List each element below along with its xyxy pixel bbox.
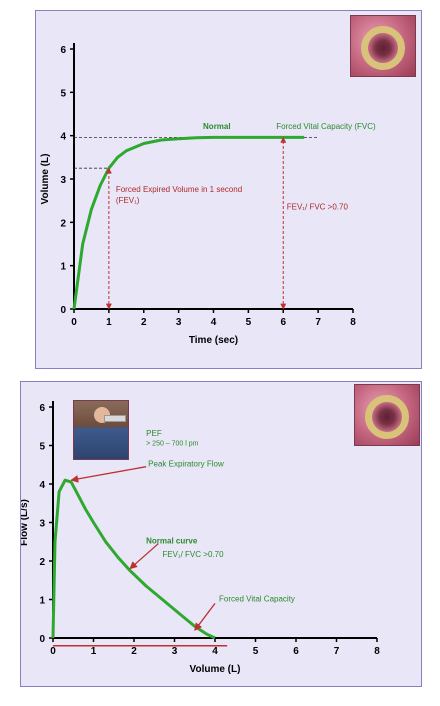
y-tick-label: 0	[60, 305, 66, 316]
y-tick-label: 4	[39, 480, 45, 491]
annotation-label: > 250 – 700 l pm	[146, 441, 199, 448]
y-tick-label: 3	[39, 519, 45, 530]
airway-ring	[361, 26, 405, 70]
x-tick-label: 7	[334, 646, 340, 657]
x-tick-label: 4	[212, 646, 218, 657]
y-tick-label: 3	[60, 175, 66, 186]
annotation-label: Normal	[203, 122, 231, 131]
annotation-label: PEF	[146, 429, 162, 438]
flow-volume-panel: 0 1 2 3 4 5 6 7 8 0 1 2 3 4 5 6 Volume (L) Flow (L/s) Peak…	[20, 381, 422, 687]
annotation-label: FEV₁/ FVC >0.70	[162, 550, 224, 559]
y-tick-label: 2	[39, 557, 45, 568]
x-tick-label: 5	[253, 646, 259, 657]
flow-volume-chart: 0 1 2 3 4 5 6 7 8 0 1 2 3 4 5 6 Volume (L) Flow (L/s) Peak…	[21, 401, 380, 675]
x-axis-title: Time (sec)	[189, 335, 238, 346]
y-tick-label: 2	[60, 218, 66, 229]
annotation-label: Forced Vital Capacity (FVC)	[276, 122, 376, 131]
x-tick-label: 0	[71, 317, 77, 328]
airway-ring	[365, 395, 409, 439]
x-tick-label: 5	[246, 317, 252, 328]
annotation-label: Normal curve	[146, 537, 198, 546]
x-axis-title: Volume (L)	[190, 664, 241, 675]
x-tick-label: 2	[141, 317, 147, 328]
annotation-arrow	[129, 543, 159, 570]
y-tick-label: 6	[39, 403, 45, 414]
x-tick-label: 6	[280, 317, 286, 328]
x-tick-label: 6	[293, 646, 299, 657]
annotation-label: (FEV₁)	[116, 196, 140, 205]
x-tick-label: 3	[172, 646, 178, 657]
x-tick-label: 0	[50, 646, 56, 657]
series-line	[72, 135, 305, 310]
y-tick-label: 0	[39, 634, 45, 645]
child-peak-flow-photo	[73, 400, 129, 460]
series-line	[51, 478, 216, 640]
x-tick-label: 1	[91, 646, 97, 657]
y-tick-label: 5	[60, 88, 66, 99]
y-tick-label: 6	[60, 45, 66, 56]
annotation-arrow	[194, 602, 216, 631]
volume-time-panel: 0 1 2 3 4 5 6 7 8 0 1 2 3 4 5 6 Time (sec) Volume (L) Norm…	[35, 10, 422, 369]
x-tick-label: 7	[315, 317, 321, 328]
annotation-label: FEV₁/ FVC >0.70	[287, 202, 349, 211]
peak-flow-meter	[104, 415, 126, 422]
x-tick-label: 2	[131, 646, 137, 657]
x-tick-label: 4	[211, 317, 217, 328]
y-tick-label: 4	[60, 132, 66, 143]
annotation-arrow	[70, 466, 147, 483]
annotation-label: Forced Expired Volume in 1 second	[116, 185, 242, 194]
airway-cross-section-image	[354, 384, 420, 446]
x-tick-label: 8	[374, 646, 380, 657]
y-tick-label: 5	[39, 442, 45, 453]
annotation-label: Forced Vital Capacity	[219, 594, 295, 603]
y-tick-label: 1	[39, 596, 45, 607]
y-axis-title: Volume (L)	[40, 154, 51, 205]
y-tick-label: 1	[60, 262, 66, 273]
x-tick-label: 8	[350, 317, 356, 328]
volume-time-chart: 0 1 2 3 4 5 6 7 8 0 1 2 3 4 5 6 Time (sec) Volume (L) Norm…	[40, 43, 376, 346]
annotation-label: Peak Expiratory Flow	[148, 460, 224, 469]
x-tick-label: 1	[106, 317, 112, 328]
x-tick-label: 3	[176, 317, 182, 328]
y-axis-title: Flow (L/s)	[21, 499, 30, 546]
airway-cross-section-image	[350, 15, 416, 77]
